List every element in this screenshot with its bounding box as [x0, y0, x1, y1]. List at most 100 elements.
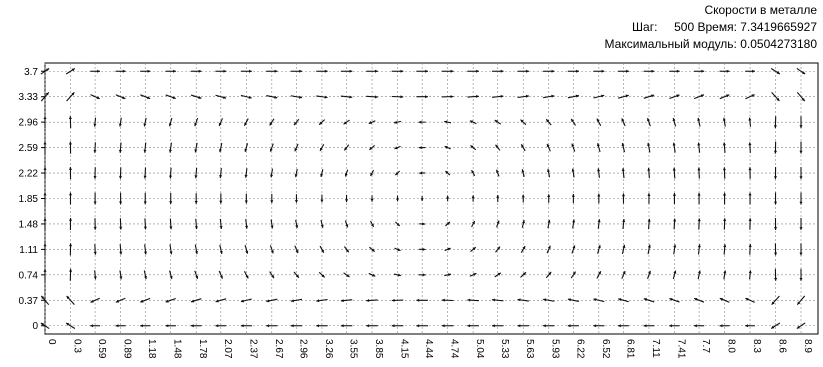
- velocity-arrow-head: [697, 167, 701, 171]
- velocity-arrow-head: [269, 148, 273, 152]
- velocity-arrow-head: [467, 298, 471, 302]
- velocity-arrow-head: [598, 271, 601, 275]
- velocity-arrow-head: [346, 274, 350, 277]
- step-label: Шаг:: [632, 20, 658, 34]
- velocity-arrow-head: [165, 299, 169, 303]
- velocity-arrow-head: [723, 218, 727, 222]
- x-tick-label: 5.33: [499, 339, 510, 359]
- velocity-arrow-head: [697, 117, 701, 121]
- velocity-arrow-head: [546, 168, 550, 172]
- velocity-arrow-head: [93, 149, 97, 153]
- velocity-arrow-head: [543, 324, 546, 328]
- velocity-arrow-head: [400, 95, 404, 99]
- velocity-arrow-head: [723, 192, 727, 196]
- velocity-arrow-head: [748, 244, 752, 248]
- velocity-arrow-head: [400, 69, 404, 73]
- x-tick-label: 1.48: [172, 339, 183, 359]
- x-tick-label: 7.41: [675, 339, 686, 359]
- velocity-arrow-head: [471, 195, 475, 199]
- velocity-arrow-head: [71, 92, 75, 96]
- velocity-arrow-head: [473, 273, 477, 276]
- velocity-arrow-head: [143, 226, 147, 230]
- velocity-arrow-head: [240, 299, 245, 303]
- velocity-arrow-head: [43, 116, 47, 120]
- velocity-arrow-head: [147, 69, 151, 73]
- velocity-arrow-head: [567, 324, 571, 328]
- y-tick-label: 1.11: [19, 245, 38, 256]
- velocity-arrow-head: [370, 223, 374, 227]
- velocity-arrow-head: [700, 94, 704, 98]
- velocity-arrow-head: [191, 299, 195, 303]
- velocity-arrow-head: [618, 298, 622, 302]
- velocity-arrow-head: [119, 251, 123, 255]
- velocity-arrow-head: [676, 94, 680, 98]
- velocity-arrow-head: [547, 194, 551, 198]
- y-tick-label: 1.85: [19, 194, 39, 205]
- velocity-arrow-head: [425, 69, 428, 73]
- velocity-arrow-head: [547, 219, 551, 223]
- velocity-arrow-head: [651, 69, 655, 73]
- velocity-arrow-head: [66, 295, 70, 300]
- velocity-arrow-head: [165, 324, 169, 328]
- velocity-arrow-head: [422, 247, 426, 251]
- velocity-arrow-head: [93, 175, 97, 179]
- x-tick-label: 0.59: [96, 339, 107, 359]
- velocity-arrow-head: [799, 227, 803, 230]
- velocity-arrow-head: [270, 200, 274, 204]
- velocity-arrow-head: [290, 299, 294, 303]
- velocity-arrow-head: [647, 167, 651, 171]
- velocity-arrow-head: [269, 122, 273, 126]
- x-tick-label: 4.15: [399, 339, 410, 359]
- velocity-arrow-head: [621, 168, 625, 172]
- velocity-arrow-head: [748, 117, 752, 121]
- velocity-arrow-head: [122, 96, 126, 100]
- x-tick-label: 2.37: [247, 339, 258, 359]
- velocity-arrow-head: [93, 251, 97, 255]
- velocity-arrow-head: [475, 94, 479, 99]
- velocity-arrow-head: [320, 147, 323, 151]
- velocity-arrow-head: [467, 324, 471, 328]
- x-tick-label: 6.81: [624, 339, 635, 359]
- velocity-arrow-head: [799, 176, 803, 180]
- velocity-arrow-head: [601, 69, 605, 73]
- velocity-arrow-head: [168, 123, 172, 127]
- velocity-arrow-head: [344, 173, 348, 177]
- velocity-arrow-head: [773, 150, 778, 154]
- velocity-arrow-head: [799, 252, 803, 256]
- velocity-arrow-head: [723, 244, 727, 248]
- velocity-arrow-head: [119, 276, 123, 280]
- velocity-arrow-head: [219, 200, 223, 204]
- velocity-arrow-head: [223, 95, 227, 99]
- velocity-arrow-head: [271, 274, 274, 279]
- velocity-arrow-head: [622, 218, 626, 222]
- velocity-arrow-head: [240, 324, 244, 328]
- velocity-arrow-head: [69, 243, 73, 247]
- velocity-arrow-head: [375, 69, 378, 73]
- velocity-arrow-head: [143, 149, 147, 153]
- velocity-arrow-head: [245, 275, 249, 279]
- velocity-arrow-head: [491, 324, 495, 328]
- time-value: 7.3419665927: [740, 20, 817, 34]
- velocity-arrow-head: [422, 273, 426, 277]
- velocity-arrow-head: [422, 222, 426, 226]
- velocity-arrow-head: [244, 200, 248, 204]
- velocity-arrow-head: [68, 192, 73, 196]
- velocity-arrow-head: [270, 225, 274, 229]
- velocity-arrow-head: [647, 244, 651, 248]
- velocity-arrow-head: [445, 171, 449, 175]
- velocity-arrow-head: [194, 123, 198, 127]
- velocity-arrow-head: [295, 274, 299, 278]
- velocity-arrow-head: [522, 246, 526, 250]
- x-tick-label: 1.18: [146, 339, 157, 359]
- velocity-arrow-head: [349, 95, 353, 99]
- velocity-arrow-head: [190, 324, 194, 328]
- velocity-arrow-head: [576, 69, 579, 73]
- velocity-arrow-head: [245, 225, 249, 229]
- velocity-arrow-head: [697, 270, 701, 274]
- velocity-arrow-head: [551, 94, 555, 98]
- velocity-arrow-head: [618, 324, 621, 328]
- velocity-arrow-head: [391, 298, 395, 302]
- velocity-arrow-head: [96, 96, 100, 100]
- velocity-arrow-head: [597, 219, 601, 223]
